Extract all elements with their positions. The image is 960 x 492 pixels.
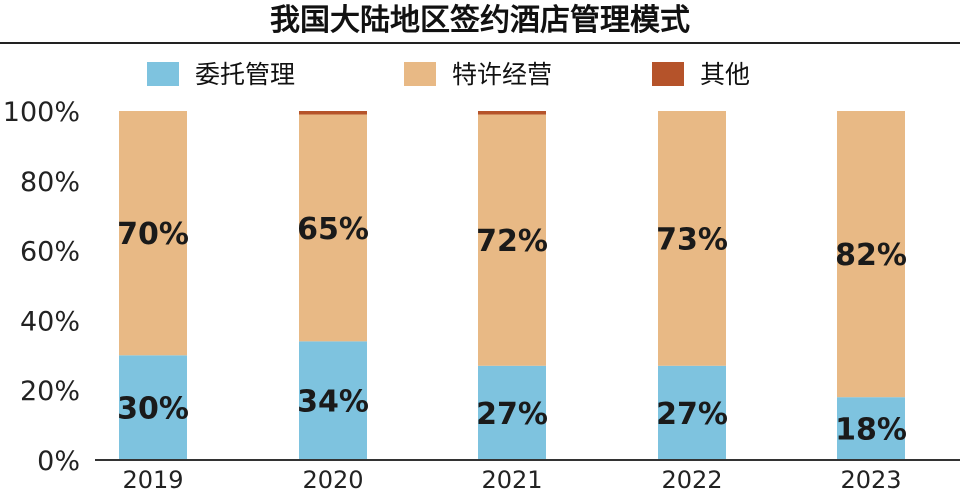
legend-swatch-1 xyxy=(404,62,436,86)
legend-swatch-2 xyxy=(652,62,684,86)
bar-2020-series-0 xyxy=(299,341,367,460)
x-tick-label: 2022 xyxy=(661,466,722,492)
data-label-2023-series-0: 18% xyxy=(835,413,907,448)
legend-label-2: 其他 xyxy=(700,60,750,89)
data-label-2021-series-1: 72% xyxy=(476,224,548,259)
data-label-2019-series-1: 70% xyxy=(117,217,189,252)
x-tick-label: 2021 xyxy=(481,466,542,492)
bar-2021-series-0 xyxy=(478,365,546,460)
y-tick-label: 100% xyxy=(3,97,80,128)
legend: 委托管理 特许经营 其他 xyxy=(147,60,750,89)
data-label-2023-series-1: 82% xyxy=(835,238,907,273)
data-label-2022-series-0: 27% xyxy=(656,397,728,432)
data-label-2021-series-0: 27% xyxy=(476,397,548,432)
legend-label-0: 委托管理 xyxy=(195,60,295,89)
legend-label-1: 特许经营 xyxy=(452,60,552,89)
chart-title: 我国大陆地区签约酒店管理模式 xyxy=(270,3,690,38)
bar-2023-series-1 xyxy=(837,111,905,398)
bar-2023-series-0 xyxy=(837,397,905,460)
x-tick-label: 2023 xyxy=(840,466,901,492)
bar-2021-series-2 xyxy=(478,111,546,115)
bar-2019-series-0 xyxy=(119,355,187,460)
data-labels: 30% 70% 34% 65% 27% 72% 27% 73% 18% 82% xyxy=(117,212,907,448)
data-label-2019-series-0: 30% xyxy=(117,392,189,427)
bar-2022-series-0 xyxy=(658,365,726,460)
x-tick-label: 2020 xyxy=(302,466,363,492)
x-tick-label: 2019 xyxy=(122,466,183,492)
y-tick-label: 0% xyxy=(37,446,80,477)
data-label-2020-series-0: 34% xyxy=(297,385,369,420)
data-label-2020-series-1: 65% xyxy=(297,212,369,247)
bar-2022-series-1 xyxy=(658,111,726,366)
x-axis: 2019 2020 2021 2022 2023 xyxy=(122,466,901,492)
y-tick-label: 40% xyxy=(20,306,80,337)
bar-2019-series-1 xyxy=(119,111,187,356)
bar-2020-series-2 xyxy=(299,111,367,115)
y-axis: 0% 20% 40% 60% 80% 100% xyxy=(3,97,80,477)
bar-2021-series-1 xyxy=(478,114,546,366)
legend-swatch-0 xyxy=(147,62,179,86)
data-label-2022-series-1: 73% xyxy=(656,222,728,257)
y-tick-label: 20% xyxy=(20,376,80,407)
y-tick-label: 80% xyxy=(20,167,80,198)
bars xyxy=(119,111,905,460)
y-tick-label: 60% xyxy=(20,237,80,268)
bar-2020-series-1 xyxy=(299,114,367,342)
